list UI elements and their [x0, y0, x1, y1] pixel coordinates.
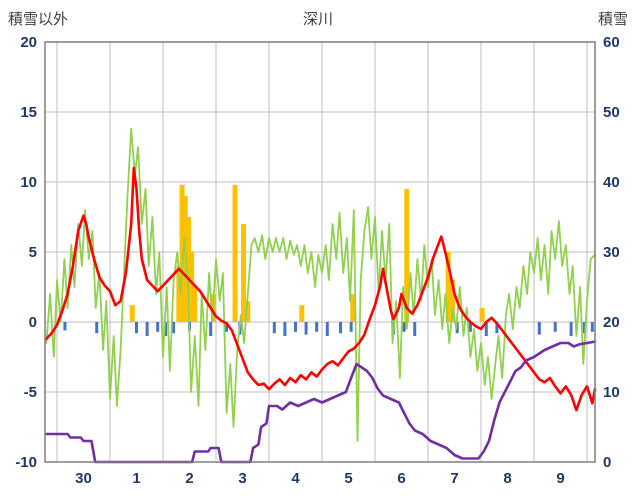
- right-axis-tick: 30: [603, 244, 620, 261]
- right-axis-tick: 20: [603, 314, 620, 331]
- orange-bars-bar: [449, 280, 455, 322]
- right-axis-tick: 50: [603, 104, 620, 121]
- blue-bars-bar: [455, 322, 459, 334]
- blue-bars-bar: [304, 322, 308, 335]
- left-axis-tick: 0: [29, 314, 37, 331]
- orange-bars-bar: [179, 184, 185, 322]
- orange-bars-bar: [479, 308, 485, 322]
- green-line: [45, 127, 596, 442]
- blue-bars-bar: [402, 322, 406, 332]
- blue-bars-bar: [156, 322, 160, 332]
- x-axis-tick: 7: [450, 470, 458, 487]
- blue-bars-bar: [553, 322, 557, 332]
- left-axis-tick: 15: [20, 104, 37, 121]
- blue-bars-bar: [315, 322, 319, 332]
- orange-bars-bar: [129, 305, 135, 322]
- right-axis-title: 積雪: [597, 11, 628, 28]
- left-axis-tick: 10: [20, 174, 37, 191]
- blue-bars-bar: [283, 322, 287, 336]
- blue-bars-bar: [272, 322, 276, 334]
- chart-title: 深川: [302, 11, 333, 28]
- orange-bars-bar: [404, 189, 410, 322]
- x-axis-tick: 8: [503, 470, 511, 487]
- left-axis-tick: 5: [29, 244, 37, 261]
- right-axis-tick: 0: [603, 454, 611, 471]
- orange-bars-bar: [445, 252, 451, 322]
- orange-bars-bar: [192, 287, 198, 322]
- blue-bars-bar: [569, 322, 573, 336]
- left-axis-tick: 20: [20, 34, 37, 51]
- blue-bars-bar: [135, 322, 138, 334]
- red-line: [45, 166, 597, 412]
- blue-bars-bar: [484, 322, 488, 336]
- blue-bars-bar: [164, 322, 168, 336]
- orange-bars-bar: [241, 224, 247, 322]
- blue-bars-bar: [325, 322, 329, 336]
- orange-bars-bar: [299, 305, 305, 322]
- x-axis-tick: 3: [238, 470, 246, 487]
- x-axis-tick: 5: [344, 470, 352, 487]
- blue-bars-bar: [413, 322, 417, 336]
- left-axis-tick: -5: [24, 384, 37, 401]
- blue-bars-bar: [63, 322, 67, 331]
- blue-bars-bar: [145, 322, 149, 336]
- blue-bars-bar: [537, 322, 541, 335]
- blue-bars-bar: [349, 322, 353, 332]
- blue-bars-bar: [172, 322, 176, 334]
- x-axis-tick: 4: [291, 470, 300, 487]
- left-axis-tick: -10: [15, 454, 37, 471]
- orange-bars-bar: [185, 217, 191, 322]
- right-axis-tick: 60: [603, 34, 620, 51]
- orange-bars-bar: [176, 266, 182, 322]
- blue-bars-bar: [582, 322, 586, 334]
- right-axis-tick: 10: [603, 384, 620, 401]
- orange-bars-bar: [350, 294, 356, 322]
- right-axis-tick: 40: [603, 174, 620, 191]
- blue-bars-bar: [468, 322, 472, 332]
- blue-bars-bar: [590, 322, 594, 332]
- chart-header: 積雪以外 深川 積雪: [0, 4, 636, 28]
- blue-bars-bar: [339, 322, 343, 334]
- orange-bars-bar: [189, 252, 195, 322]
- x-axis-tick: 6: [397, 470, 405, 487]
- blue-bars-bar: [209, 322, 213, 336]
- plot-border: [44, 41, 596, 463]
- blue-bars-bar: [225, 322, 229, 332]
- x-axis-tick: 1: [132, 470, 140, 487]
- orange-bars-bar: [245, 301, 251, 322]
- x-axis-tick: 9: [556, 470, 564, 487]
- orange-bars-bar: [232, 184, 238, 322]
- x-axis-tick: 2: [185, 470, 193, 487]
- x-axis-tick: 30: [75, 470, 92, 487]
- blue-bars-bar: [495, 322, 499, 334]
- blue-bars-bar: [294, 322, 297, 332]
- left-axis-title: 積雪以外: [8, 11, 69, 28]
- purple-line: [45, 340, 597, 464]
- blue-bars-bar: [95, 322, 99, 334]
